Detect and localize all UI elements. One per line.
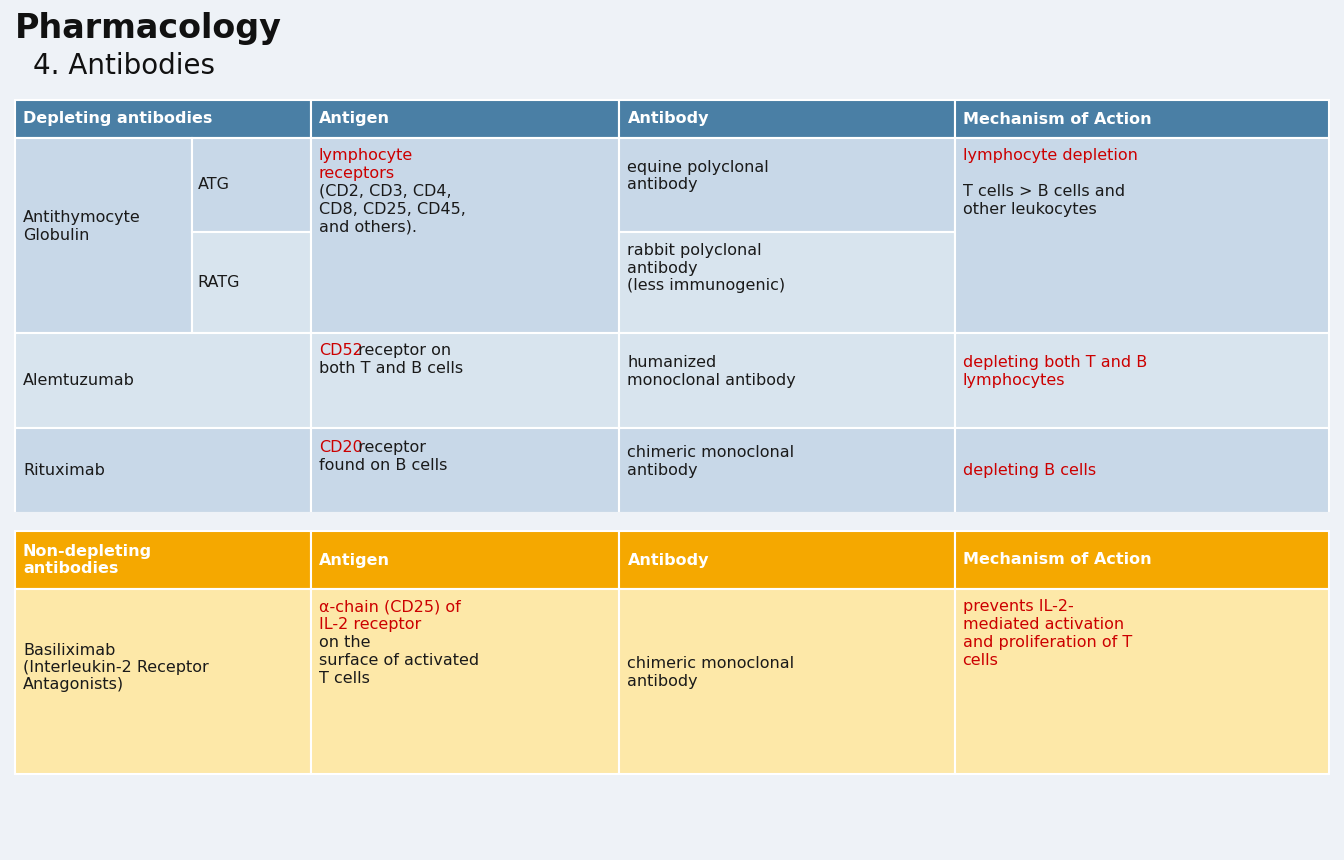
Bar	[620, 333, 954, 428]
Bar	[954, 333, 1329, 428]
Text: equine polyclonal
antibody: equine polyclonal antibody	[628, 160, 769, 192]
Text: found on B cells: found on B cells	[319, 458, 448, 473]
Text: IL-2 receptor: IL-2 receptor	[319, 617, 421, 632]
Text: surface of activated: surface of activated	[319, 653, 478, 668]
Text: Mechanism of Action: Mechanism of Action	[962, 552, 1150, 568]
Text: receptor: receptor	[352, 440, 426, 455]
Text: lymphocyte: lymphocyte	[319, 148, 413, 163]
Bar	[15, 513, 1329, 531]
Bar	[192, 138, 310, 231]
Text: chimeric monoclonal
antibody: chimeric monoclonal antibody	[628, 445, 794, 477]
Bar	[310, 138, 620, 333]
Bar	[310, 589, 620, 774]
Text: and proliferation of T: and proliferation of T	[962, 635, 1132, 650]
Text: and others).: and others).	[319, 220, 417, 235]
Text: Antibody: Antibody	[628, 552, 708, 568]
Text: CD52: CD52	[319, 343, 363, 358]
Bar	[954, 100, 1329, 138]
Text: on the: on the	[319, 635, 370, 650]
Bar	[15, 531, 310, 589]
Bar	[192, 231, 310, 333]
Bar	[620, 428, 954, 513]
Text: receptor on: receptor on	[352, 343, 450, 358]
Bar	[15, 100, 310, 138]
Bar	[620, 138, 954, 231]
Text: mediated activation: mediated activation	[962, 617, 1124, 632]
Text: rabbit polyclonal
antibody
(less immunogenic): rabbit polyclonal antibody (less immunog…	[628, 243, 785, 293]
Text: Non-depleting
antibodies: Non-depleting antibodies	[23, 544, 152, 576]
Text: lymphocyte depletion: lymphocyte depletion	[962, 148, 1137, 163]
Bar	[15, 333, 310, 428]
Text: Antithymocyte
Globulin: Antithymocyte Globulin	[23, 211, 141, 243]
Bar	[620, 589, 954, 774]
Text: cells: cells	[962, 653, 999, 668]
Bar	[954, 428, 1329, 513]
Text: Mechanism of Action: Mechanism of Action	[962, 112, 1150, 126]
Bar	[15, 428, 310, 513]
Text: 4. Antibodies: 4. Antibodies	[34, 52, 215, 80]
Text: (CD2, CD3, CD4,: (CD2, CD3, CD4,	[319, 184, 452, 199]
Text: chimeric monoclonal
antibody: chimeric monoclonal antibody	[628, 656, 794, 689]
Text: humanized
monoclonal antibody: humanized monoclonal antibody	[628, 355, 796, 388]
Text: Basiliximab
(Interleukin-2 Receptor
Antagonists): Basiliximab (Interleukin-2 Receptor Anta…	[23, 642, 208, 692]
Bar	[954, 138, 1329, 333]
Text: T cells > B cells and: T cells > B cells and	[962, 184, 1125, 199]
Text: Pharmacology: Pharmacology	[15, 12, 282, 45]
Text: Rituximab: Rituximab	[23, 463, 105, 478]
Text: other leukocytes: other leukocytes	[962, 202, 1097, 217]
Bar	[310, 100, 620, 138]
Bar	[620, 531, 954, 589]
Bar	[310, 333, 620, 428]
Bar	[620, 100, 954, 138]
Text: Alemtuzumab: Alemtuzumab	[23, 373, 134, 388]
Text: both T and B cells: both T and B cells	[319, 361, 462, 376]
Bar	[620, 231, 954, 333]
Text: α-chain (CD25) of: α-chain (CD25) of	[319, 599, 461, 614]
Text: CD20: CD20	[319, 440, 363, 455]
Text: prevents IL-2-: prevents IL-2-	[962, 599, 1074, 614]
Bar	[15, 589, 310, 774]
Bar	[954, 589, 1329, 774]
Text: Antibody: Antibody	[628, 112, 708, 126]
Text: T cells: T cells	[319, 671, 370, 686]
Text: Antigen: Antigen	[319, 112, 390, 126]
Text: Depleting antibodies: Depleting antibodies	[23, 112, 212, 126]
Text: CD8, CD25, CD45,: CD8, CD25, CD45,	[319, 202, 465, 217]
Text: depleting B cells: depleting B cells	[962, 463, 1095, 478]
Text: RATG: RATG	[198, 275, 239, 290]
Bar	[310, 531, 620, 589]
Text: receptors: receptors	[319, 166, 395, 181]
Bar	[15, 138, 192, 333]
Bar	[310, 428, 620, 513]
Text: Antigen: Antigen	[319, 552, 390, 568]
Text: depleting both T and B
lymphocytes: depleting both T and B lymphocytes	[962, 355, 1146, 388]
Text: ATG: ATG	[198, 177, 230, 193]
Bar	[954, 531, 1329, 589]
